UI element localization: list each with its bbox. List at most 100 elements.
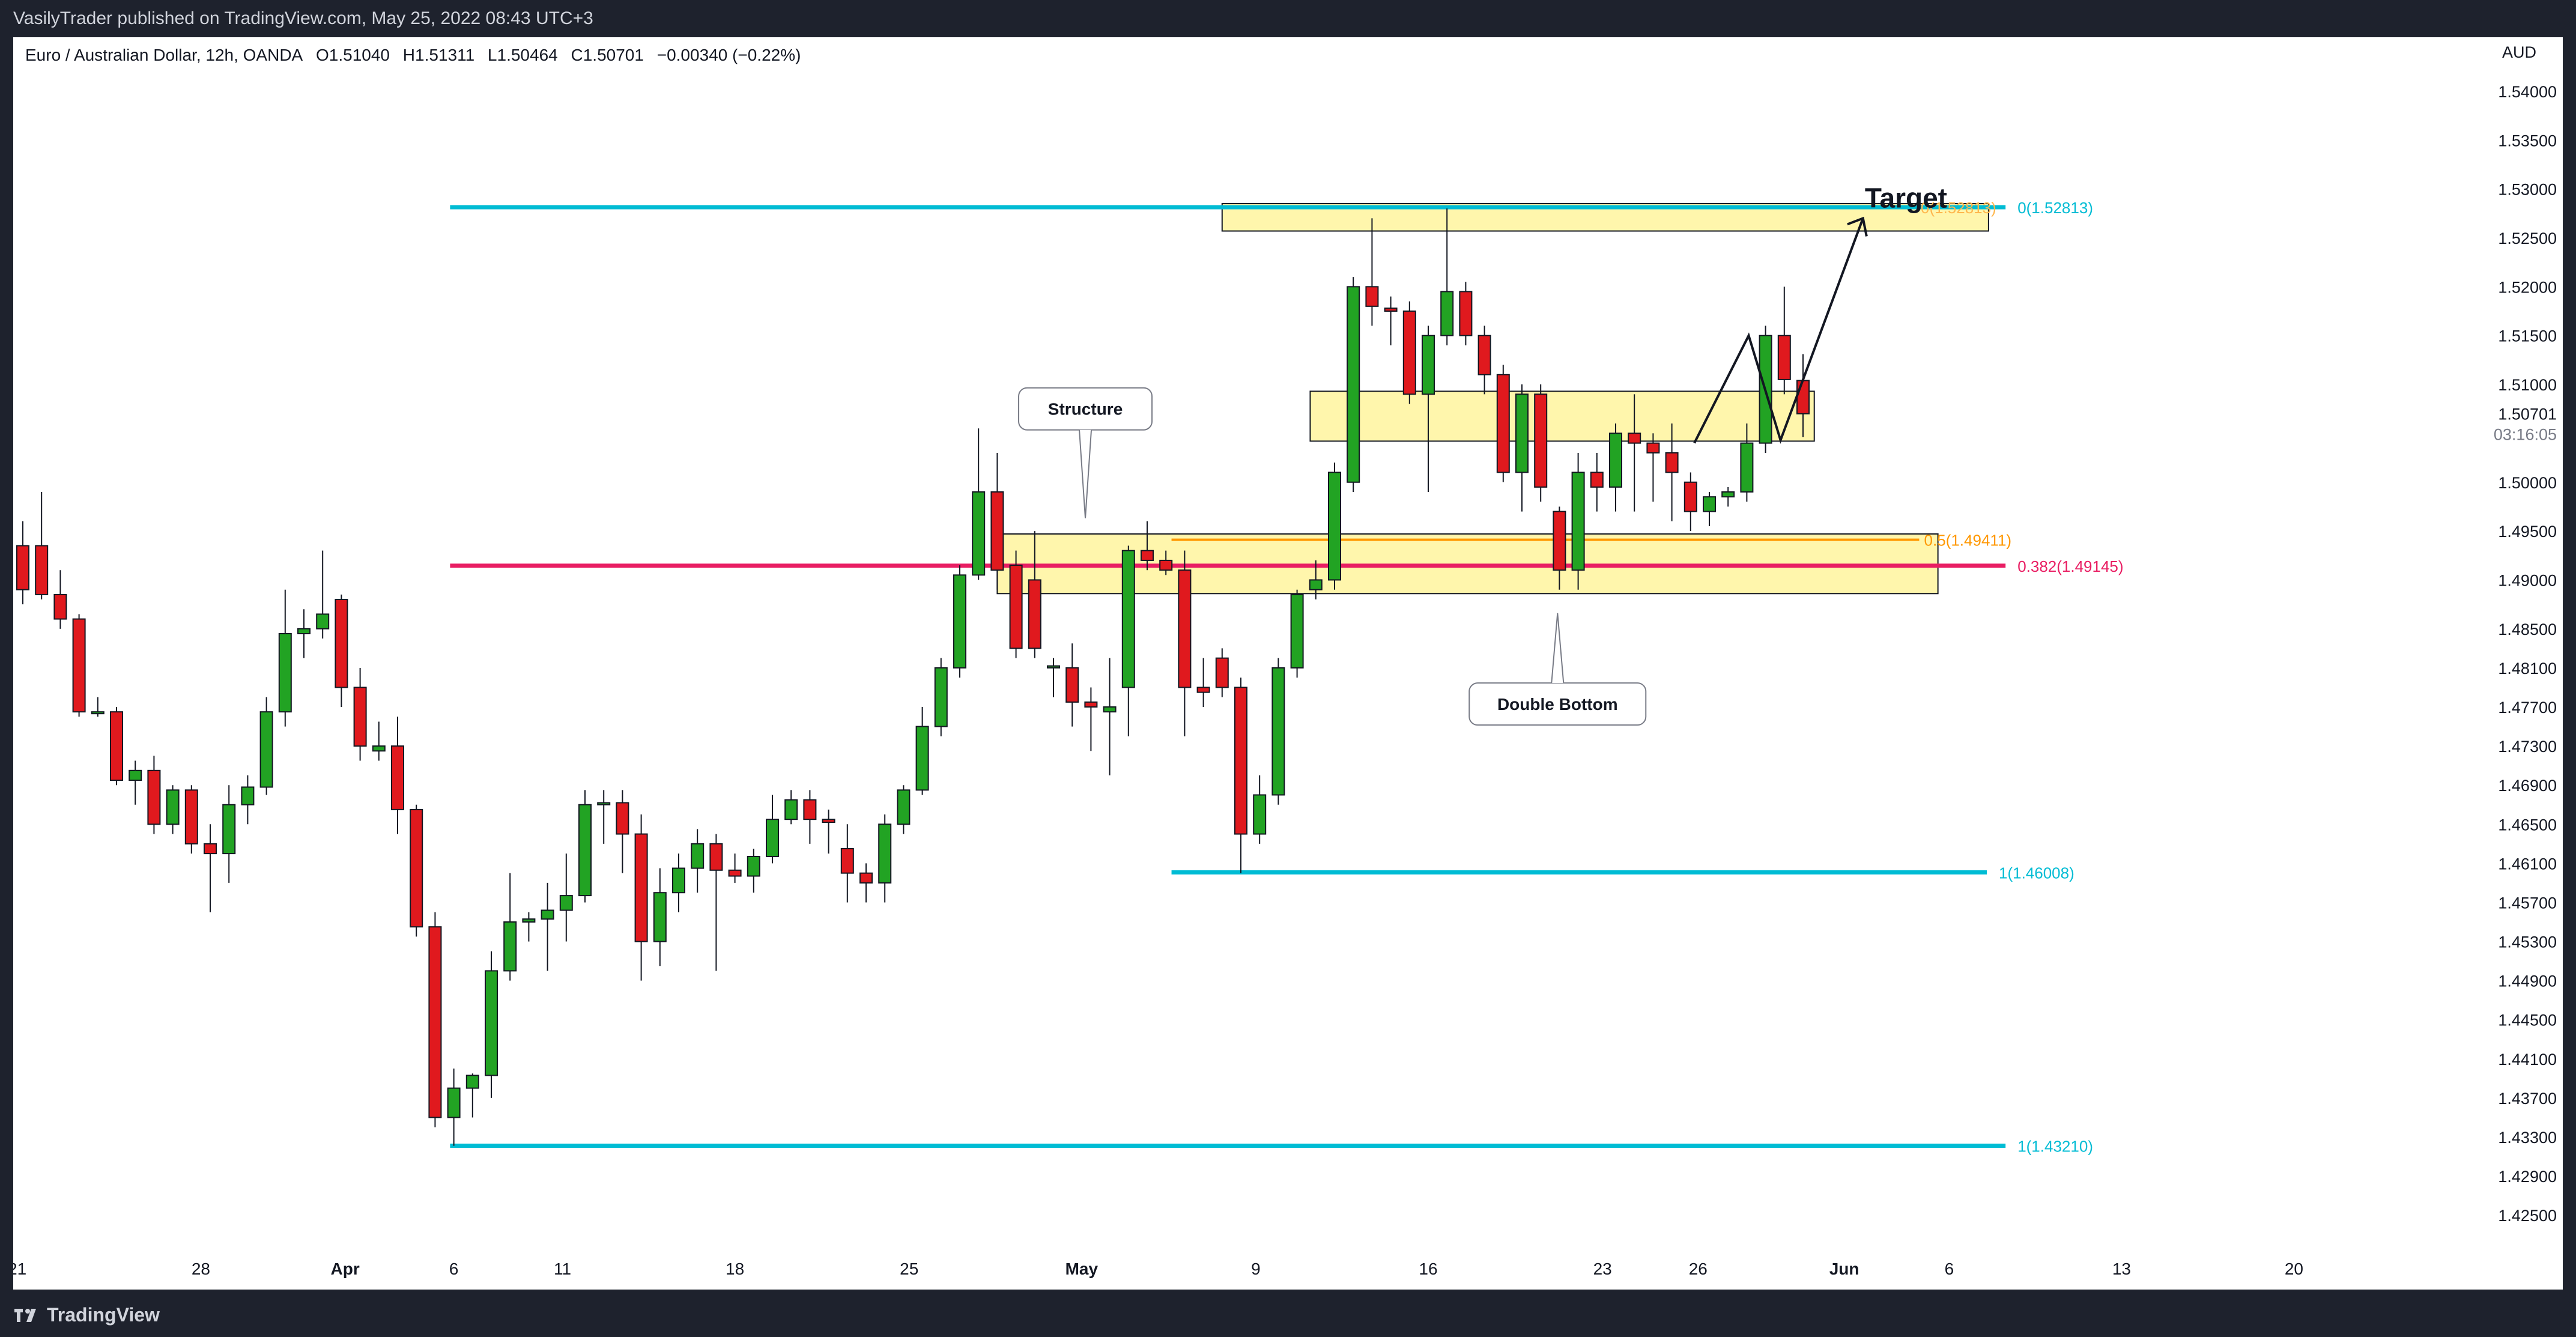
candle-body xyxy=(391,745,404,810)
candle-body xyxy=(972,491,986,576)
candle-40 xyxy=(766,795,779,864)
price-tick-3: 1.52500 xyxy=(2498,229,2557,247)
candle-body xyxy=(91,711,105,715)
candle-21 xyxy=(410,804,423,937)
candle-29 xyxy=(559,853,573,942)
candle-body xyxy=(1496,374,1510,473)
candle-body xyxy=(934,667,948,727)
candle-body xyxy=(803,799,817,820)
candle-body xyxy=(1796,380,1810,414)
price-tick-18: 1.45300 xyxy=(2498,933,2557,951)
price-tick-8: 1.49500 xyxy=(2498,523,2557,541)
candle-body xyxy=(129,769,142,781)
candle-63 xyxy=(1196,658,1210,708)
price-tick-25: 1.42500 xyxy=(2498,1207,2557,1225)
annotations: Structure Double Bottom Target xyxy=(1018,182,1947,726)
time-tick-9: 16 xyxy=(1419,1260,1437,1278)
price-tick-2: 1.53000 xyxy=(2498,181,2557,199)
candle-33 xyxy=(634,814,648,981)
candle-53 xyxy=(1009,550,1023,658)
candle-body xyxy=(1328,471,1341,581)
price-tick-15: 1.46500 xyxy=(2498,816,2557,834)
candle-73 xyxy=(1384,296,1398,345)
candle-0 xyxy=(16,521,29,605)
fib-label-0: 0.5(1.49411) xyxy=(1924,532,2012,550)
candle-body xyxy=(653,892,667,942)
candle-84 xyxy=(1590,452,1604,512)
candle-body xyxy=(1047,665,1060,668)
candle-body xyxy=(1665,452,1679,473)
candle-65 xyxy=(1234,678,1247,873)
candle-body xyxy=(1590,471,1604,488)
callout-text: Double Bottom xyxy=(1497,695,1618,714)
candle-body xyxy=(522,918,536,923)
candle-body xyxy=(1347,286,1360,483)
candle-44 xyxy=(840,824,854,903)
time-tick-8: 9 xyxy=(1251,1260,1261,1278)
callout-1: Double Bottom xyxy=(1468,613,1647,726)
price-tick-24: 1.42900 xyxy=(2498,1168,2557,1186)
close-value: C1.50701 xyxy=(571,46,644,64)
candle-body xyxy=(1103,706,1117,713)
candle-41 xyxy=(784,790,798,825)
candle-body xyxy=(278,632,292,713)
candle-6 xyxy=(129,760,142,805)
candle-body xyxy=(915,726,929,791)
time-tick-12: Jun xyxy=(1829,1260,1859,1278)
candle-69 xyxy=(1309,560,1323,600)
candle-body xyxy=(1571,471,1585,571)
candle-body xyxy=(241,786,255,805)
candle-body xyxy=(372,745,386,752)
price-chart[interactable]: 0(1.52813) 0.382(1.49145) 1(1.43210) 1(1.46… xyxy=(13,37,2563,1290)
candle-body xyxy=(878,823,892,884)
candle-87 xyxy=(1646,433,1660,502)
candle-body xyxy=(1609,432,1622,488)
time-tick-0: 21 xyxy=(13,1260,26,1278)
chart-panel[interactable]: 0(1.52813) 0.382(1.49145) 1(1.43210) 1(1.46… xyxy=(13,37,2563,1290)
candle-body xyxy=(1009,565,1023,649)
candle-74 xyxy=(1402,301,1416,404)
candle-body xyxy=(147,769,161,825)
candle-64 xyxy=(1215,648,1229,697)
candle-17 xyxy=(335,594,348,708)
level-label-1: 0.382(1.49145) xyxy=(2017,557,2123,575)
price-tick-16: 1.46100 xyxy=(2498,855,2557,873)
candle-89 xyxy=(1683,472,1697,532)
candle-body xyxy=(1683,481,1697,512)
candle-body xyxy=(747,855,760,877)
candle-body xyxy=(897,789,911,825)
time-tick-10: 23 xyxy=(1593,1260,1612,1278)
candle-24 xyxy=(465,1073,479,1118)
tradingview-logo[interactable]: TradingView xyxy=(14,1304,160,1326)
candle-body xyxy=(259,711,273,788)
time-tick-5: 18 xyxy=(726,1260,744,1278)
level-lines: 0(1.52813) 0.382(1.49145) 1(1.43210) 1(1.46… xyxy=(450,199,2124,1156)
candle-body xyxy=(353,687,367,747)
price-tick-23: 1.43300 xyxy=(2498,1129,2557,1147)
candle-78 xyxy=(1477,326,1491,395)
candle-43 xyxy=(822,809,835,854)
candle-body xyxy=(822,819,835,823)
candle-body xyxy=(541,909,554,920)
candle-body xyxy=(1534,393,1548,488)
projection-path xyxy=(1693,216,1868,444)
level-label-3: 1(1.46008) xyxy=(1999,864,2074,882)
candle-19 xyxy=(372,721,386,761)
time-tick-11: 26 xyxy=(1689,1260,1708,1278)
candle-85 xyxy=(1609,423,1622,512)
countdown-label: 03:16:05 xyxy=(2494,426,2557,444)
candle-body xyxy=(53,593,67,620)
time-tick-3: 6 xyxy=(449,1260,459,1278)
candle-body xyxy=(1553,511,1566,571)
candle-46 xyxy=(878,814,892,903)
candle-47 xyxy=(897,785,911,834)
candle-9 xyxy=(184,785,198,854)
candle-body xyxy=(222,804,236,855)
price-tick-20: 1.44500 xyxy=(2498,1011,2557,1029)
candle-61 xyxy=(1159,550,1173,575)
candle-23 xyxy=(447,1069,461,1146)
open-value: O1.51040 xyxy=(316,46,390,64)
candle-body xyxy=(1178,569,1192,688)
candle-body xyxy=(72,618,86,713)
candle-body xyxy=(428,926,442,1118)
